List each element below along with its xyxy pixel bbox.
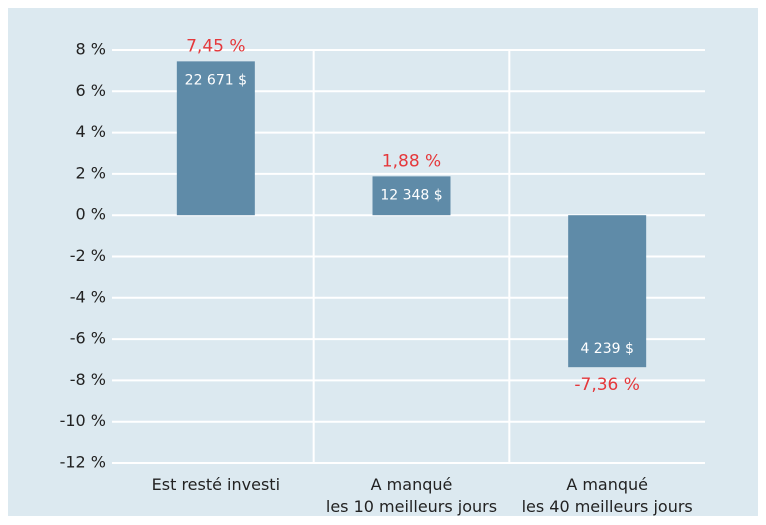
value-label: -7,36 % <box>574 375 640 395</box>
y-tick-label: -10 % <box>60 411 106 430</box>
x-tick-label: Est resté investi <box>152 475 280 494</box>
y-tick-label: -4 % <box>70 287 106 306</box>
y-tick-label: 8 % <box>76 40 106 59</box>
y-tick-label: 2 % <box>76 163 106 182</box>
value-label: 1,88 % <box>382 151 441 171</box>
y-tick-label: -12 % <box>60 453 106 472</box>
value-label: 7,45 % <box>186 36 245 56</box>
bar <box>568 215 647 368</box>
bar-annotation: 4 239 $ <box>580 341 633 357</box>
y-tick-label: 0 % <box>76 205 106 224</box>
x-tick-label: A manqué les 10 meilleurs jours <box>326 475 497 516</box>
bar-annotation: 12 348 $ <box>380 187 442 203</box>
bar <box>372 176 451 216</box>
y-tick-label: 6 % <box>76 81 106 100</box>
x-tick-label: A manqué les 40 meilleurs jours <box>522 475 693 516</box>
y-tick-label: -6 % <box>70 329 106 348</box>
bar-annotation: 22 671 $ <box>185 72 247 88</box>
y-tick-label: 4 % <box>76 122 106 141</box>
y-tick-label: -8 % <box>70 370 106 389</box>
bar <box>176 61 255 216</box>
y-tick-label: -2 % <box>70 246 106 265</box>
